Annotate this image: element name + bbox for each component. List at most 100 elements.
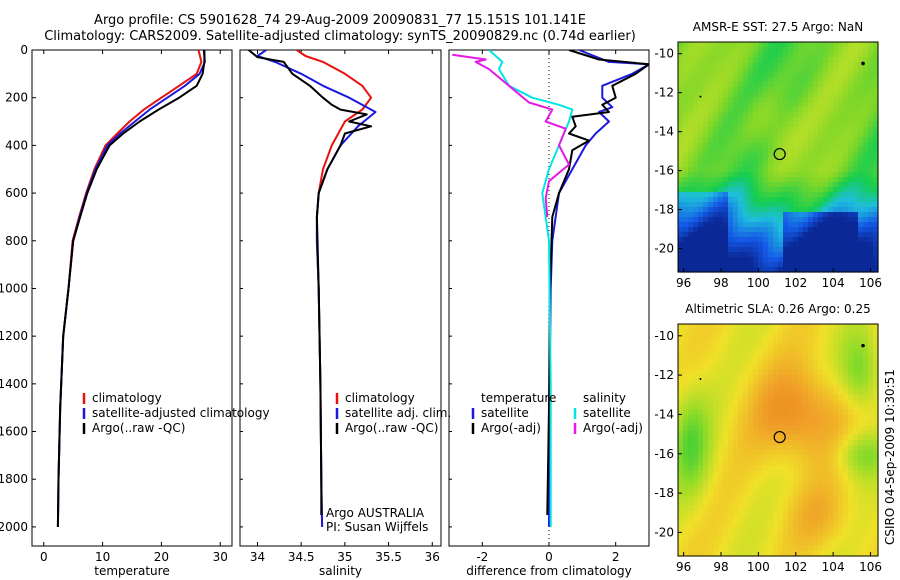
map-cell xyxy=(778,107,784,113)
map-cell xyxy=(833,257,839,263)
map-cell xyxy=(768,257,774,263)
map-cell xyxy=(778,242,784,248)
map-cell xyxy=(873,257,879,263)
map-cell xyxy=(698,267,704,273)
map-cell xyxy=(808,232,814,238)
map-cell xyxy=(773,142,779,148)
map-cell xyxy=(713,52,719,58)
map-cell xyxy=(743,237,749,243)
map-cell xyxy=(838,127,844,133)
map-cell xyxy=(708,510,714,517)
map-cell xyxy=(833,334,839,340)
map-cell xyxy=(818,540,824,547)
map-cell xyxy=(848,490,854,497)
map-cell xyxy=(843,374,849,381)
map-cell xyxy=(723,92,729,98)
map-cell xyxy=(858,177,864,183)
map-cell xyxy=(813,520,819,527)
map-cell xyxy=(738,490,744,497)
map-cell xyxy=(853,424,859,431)
map-cell xyxy=(868,339,874,345)
map-cell xyxy=(828,460,834,466)
map-cell xyxy=(843,480,849,486)
map-cell xyxy=(773,339,779,345)
map-cell xyxy=(718,440,724,446)
map-cell xyxy=(848,217,854,223)
map-cell xyxy=(728,77,734,83)
map-cell xyxy=(818,72,824,78)
map-cell xyxy=(718,429,724,436)
map-cell xyxy=(833,172,839,178)
map-cell xyxy=(828,440,834,446)
map-cell xyxy=(833,540,839,547)
map-cell xyxy=(843,530,849,537)
map-cell xyxy=(868,440,874,446)
map-cell xyxy=(763,369,769,376)
map-cell xyxy=(823,475,829,481)
map-cell xyxy=(833,87,839,93)
map-cell xyxy=(828,475,834,481)
map-cell xyxy=(728,495,734,502)
map-cell xyxy=(818,550,824,557)
map-cell xyxy=(798,207,804,213)
map-cell xyxy=(678,500,684,507)
map-cell xyxy=(813,480,819,486)
map-cell xyxy=(858,404,864,411)
map-cell xyxy=(828,540,834,547)
map-cell xyxy=(708,162,714,168)
map-cell xyxy=(763,162,769,168)
map-cell xyxy=(678,455,684,461)
map-cell xyxy=(858,167,864,173)
map-cell xyxy=(693,157,699,163)
map-cell xyxy=(838,197,844,203)
map-cell xyxy=(713,127,719,133)
map-cell xyxy=(728,162,734,168)
map-cell xyxy=(863,450,869,456)
map-cell xyxy=(773,162,779,168)
map-cell xyxy=(873,172,879,178)
map-cell xyxy=(713,379,719,386)
map-cell xyxy=(693,374,699,381)
map-cell xyxy=(783,137,789,143)
map-cell xyxy=(738,172,744,178)
map-cell xyxy=(758,242,764,248)
map-cell xyxy=(783,102,789,108)
map-cell xyxy=(778,127,784,133)
map-cell xyxy=(718,117,724,123)
map-cell xyxy=(858,525,864,532)
map-cell xyxy=(693,495,699,502)
map-cell xyxy=(718,359,724,365)
map-cell xyxy=(813,404,819,411)
map-cell xyxy=(728,142,734,148)
map-cell xyxy=(858,344,864,350)
map-cell xyxy=(698,535,704,542)
map-cell xyxy=(788,152,794,158)
map-cell xyxy=(798,232,804,238)
map-cell xyxy=(678,177,684,183)
map-cell xyxy=(848,212,854,218)
map-cell xyxy=(718,510,724,517)
map-cell xyxy=(763,142,769,148)
map-cell xyxy=(748,182,754,188)
map-cell xyxy=(818,394,824,401)
map-cell xyxy=(868,47,874,53)
map-cell xyxy=(693,545,699,552)
series-line xyxy=(488,50,574,527)
map-cell xyxy=(683,440,689,446)
map-cell xyxy=(698,450,704,456)
map-cell xyxy=(718,162,724,168)
map-cell xyxy=(733,520,739,527)
map-cell xyxy=(818,207,824,213)
map-cell xyxy=(683,82,689,88)
map-cell xyxy=(818,424,824,431)
map-cell xyxy=(783,440,789,446)
map-cell xyxy=(793,369,799,376)
map-cell xyxy=(788,485,794,492)
map-cell xyxy=(718,122,724,128)
map-cell xyxy=(838,257,844,263)
map-cell xyxy=(728,455,734,461)
map-cell xyxy=(683,399,689,406)
map-cell xyxy=(783,344,789,350)
map-cell xyxy=(688,192,694,198)
map-cell xyxy=(803,500,809,507)
